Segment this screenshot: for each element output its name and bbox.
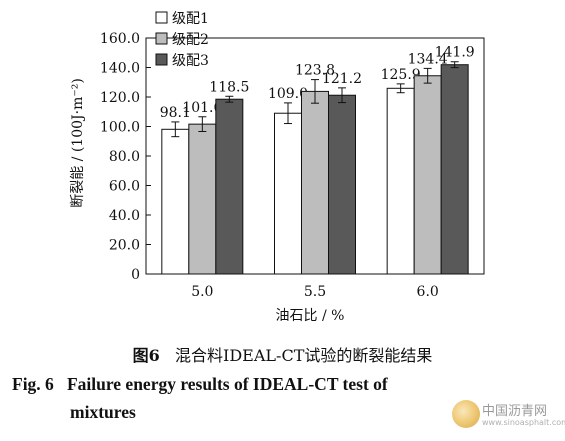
y-tick-label: 0: [131, 267, 140, 283]
legend-label: 级配3: [172, 53, 209, 69]
y-tick-label: 20.0: [109, 238, 140, 254]
legend-swatch: [155, 53, 168, 66]
y-tick-label: 100.0: [100, 120, 140, 136]
chart-axes: 0 20.0 40.0 60.0 80.0 100.0 120.0 140.0 160.0 5.0…: [100, 31, 485, 300]
watermark-text: 中国沥青网: [482, 404, 548, 419]
watermark-logo-icon: [452, 400, 480, 428]
y-tick-label: 140.0: [100, 61, 140, 77]
bar: [413, 75, 442, 275]
chart-legend: 级配1 级配2 级配3: [155, 11, 209, 69]
y-tick-label: 120.0: [100, 90, 140, 106]
data-label: 121.2: [322, 71, 362, 87]
data-label: 118.5: [209, 79, 249, 95]
data-label: 134.4: [408, 51, 448, 67]
bar-chart: 0 20.0 40.0 60.0 80.0 100.0 120.0 140.0 160.0 5.0…: [70, 11, 485, 324]
bar: [161, 128, 190, 275]
data-label: 123.8: [295, 63, 335, 79]
bar: [328, 94, 356, 275]
y-tick-label: 60.0: [109, 179, 140, 195]
bar: [386, 87, 415, 275]
y-tick-label: 160.0: [100, 31, 140, 47]
legend-label: 级配2: [172, 32, 209, 48]
data-label: 125.9: [381, 67, 421, 83]
bar: [440, 64, 469, 275]
x-tick-label: 5.5: [304, 284, 326, 300]
legend-label: 级配1: [172, 11, 209, 27]
watermark: 中国沥青网 www.sinoasphalt.com: [452, 398, 565, 436]
legend-swatch: [155, 32, 168, 45]
data-label: 101.6: [182, 100, 222, 116]
y-axis-label: 断裂能 / (100J·m⁻²): [70, 78, 86, 208]
figure-title-en-line2: mixtures: [70, 402, 136, 422]
bar: [274, 112, 302, 275]
watermark-url: www.sinoasphalt.com: [482, 418, 565, 427]
figure-caption-en: Fig. 6 Failure energy results of IDEAL-C…: [12, 374, 388, 395]
figure-number-en: Fig. 6: [12, 374, 54, 394]
legend-swatch: [155, 11, 168, 24]
data-label: 98.1: [160, 105, 191, 121]
y-tick-label: 40.0: [109, 208, 140, 224]
data-label: 141.9: [435, 45, 475, 61]
figure-title-en-line1: Failure energy results of IDEAL-CT test …: [66, 374, 388, 394]
x-tick-label: 6.0: [417, 284, 439, 300]
figure-caption-cn: 图6 混合料IDEAL-CT试验的断裂能结果: [0, 342, 565, 366]
figure-title-cn: 混合料IDEAL-CT试验的断裂能结果: [175, 346, 433, 365]
data-label: 109.0: [268, 86, 308, 102]
x-tick-label: 5.0: [191, 284, 213, 300]
bar: [301, 90, 329, 275]
bar: [215, 98, 244, 275]
bar: [188, 123, 217, 275]
x-axis-label: 油石比 / %: [276, 308, 345, 324]
figure-number-cn: 图6: [132, 346, 160, 365]
y-tick-label: 80.0: [109, 149, 140, 165]
